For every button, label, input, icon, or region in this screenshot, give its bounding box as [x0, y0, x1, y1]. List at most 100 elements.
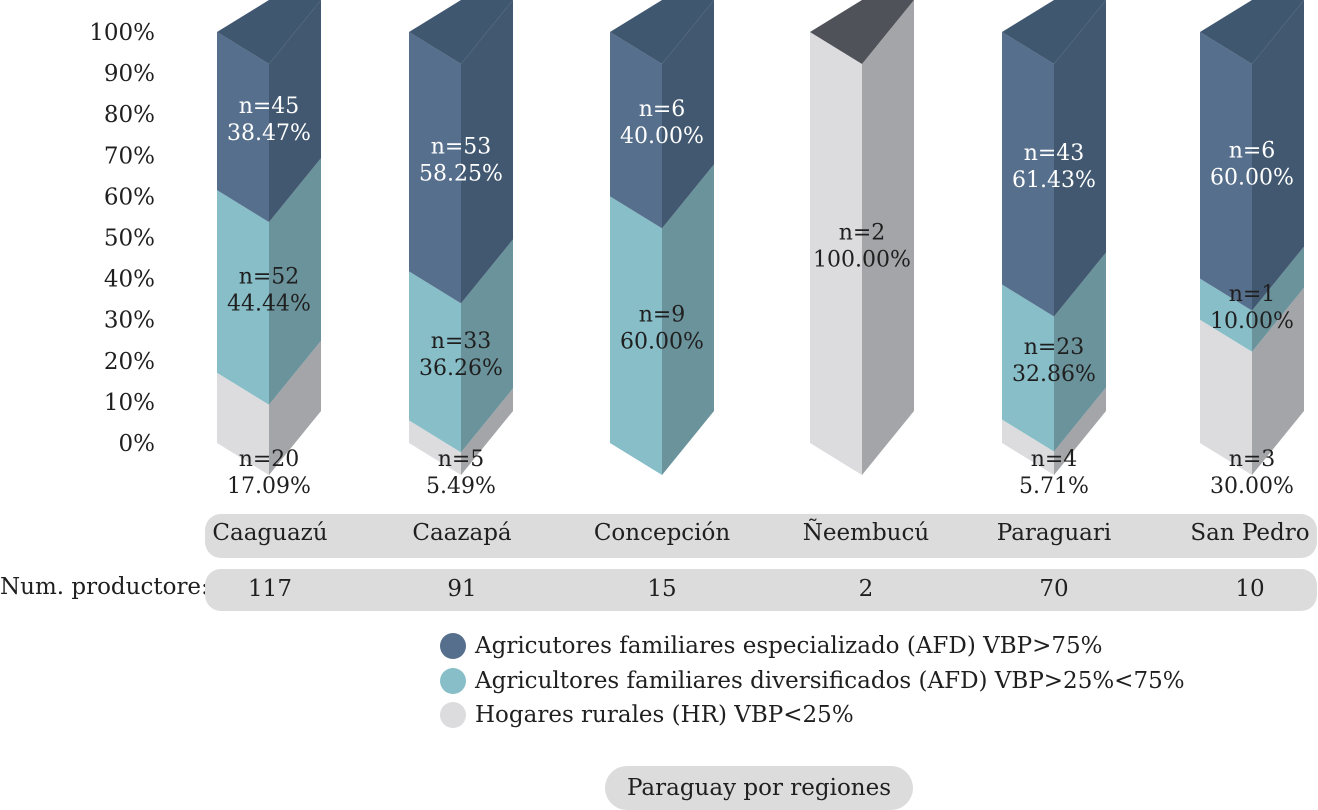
- bar-side-san-pedro-hr: [1252, 287, 1304, 475]
- count-paraguari: 70: [1039, 576, 1069, 602]
- y-tick-label: 40%: [104, 267, 155, 293]
- bar-side-caaguazu-afd_div: [269, 158, 321, 405]
- bar-top-caaguazu: [217, 0, 321, 64]
- y-tick-label: 0%: [119, 431, 156, 457]
- bar-side-concepcion-afd_div: [662, 164, 714, 475]
- data-label-paraguari-afd_div-pct: 32.86%: [1012, 362, 1096, 387]
- data-label-caazapa-afd_esp-n: n=53: [431, 135, 492, 160]
- bar-face-caaguazu-afd_div: [217, 190, 269, 405]
- data-label-neembucu-hr-pct: 100.00%: [813, 248, 911, 273]
- y-tick-label: 10%: [104, 390, 155, 416]
- stacked-bar-chart: 0% 10% 20% 30% 40% 50% 60% 70% 80% 90% 100% n=2017.…: [89, 0, 1304, 499]
- data-label-san-pedro-afd_div-pct: 10.00%: [1210, 309, 1294, 334]
- count-bar: [205, 569, 1317, 611]
- data-label-paraguari-afd_esp-pct: 61.43%: [1012, 168, 1096, 193]
- bar-face-caaguazu-afd_esp: [217, 32, 269, 223]
- bar-side-caazapa-hr: [461, 388, 513, 475]
- data-label-caaguazu-afd_esp-pct: 38.47%: [227, 121, 311, 146]
- bar-face-caazapa-hr: [409, 420, 461, 475]
- y-tick-label: 70%: [104, 143, 155, 169]
- y-tick-label: 90%: [104, 61, 155, 87]
- data-label-caaguazu-afd_div-n: n=52: [239, 264, 300, 289]
- bar-face-concepcion-afd_esp: [610, 32, 662, 229]
- legend-item-diversificado: Agricultores familiares diversificados (…: [440, 666, 1185, 696]
- bar-side-caaguazu-hr: [269, 340, 321, 475]
- data-label-caaguazu-hr-n: n=20: [239, 447, 300, 472]
- data-label-caazapa-afd_div-pct: 36.26%: [419, 356, 503, 381]
- region-label-neembucu: Ñeembucú: [802, 520, 930, 546]
- data-label-paraguari-hr-pct: 5.71%: [1019, 474, 1089, 499]
- bar-side-caaguazu-afd_esp: [269, 0, 321, 223]
- bar-side-neembucu-hr: [862, 0, 914, 475]
- legend-label-diversificado: Agricultores familiares diversificados (…: [475, 668, 1185, 694]
- data-label-san-pedro-afd_esp-pct: 60.00%: [1210, 165, 1294, 190]
- data-label-concepcion-afd_esp-pct: 40.00%: [620, 124, 704, 149]
- legend-item-especializado: Agricutores familiares especializado (AF…: [440, 631, 1103, 661]
- count-caazapa: 91: [447, 576, 477, 602]
- data-label-caaguazu-hr-pct: 17.09%: [227, 474, 311, 499]
- footer-label: Paraguay por regiones: [605, 766, 913, 810]
- y-tick-label: 60%: [104, 184, 155, 210]
- legend-swatch-diversificado: [440, 668, 466, 694]
- data-label-neembucu-hr-n: n=2: [839, 221, 886, 246]
- data-label-caaguazu-afd_div-pct: 44.44%: [227, 291, 311, 316]
- bar-face-paraguari-afd_esp: [1002, 32, 1054, 317]
- bar-top-paraguari: [1002, 0, 1106, 64]
- bar-face-san-pedro-afd_esp: [1200, 32, 1252, 311]
- count-neembucu: 2: [858, 576, 874, 602]
- legend-label-especializado: Agricutores familiares especializado (AF…: [475, 633, 1103, 659]
- data-label-paraguari-hr-n: n=4: [1031, 447, 1078, 472]
- bar-face-caazapa-afd_div: [409, 271, 461, 453]
- y-tick-label: 30%: [104, 308, 155, 334]
- y-tick-label: 80%: [104, 102, 155, 128]
- data-label-san-pedro-hr-pct: 30.00%: [1210, 474, 1294, 499]
- bar-top-san-pedro: [1200, 0, 1304, 64]
- legend-swatch-hogares: [440, 702, 466, 728]
- count-concepcion: 15: [647, 576, 677, 602]
- data-label-paraguari-afd_div-n: n=23: [1024, 335, 1085, 360]
- region-label-caazapa: Caazapá: [412, 520, 512, 546]
- count-san-pedro: 10: [1235, 576, 1265, 602]
- bar-top-caazapa: [409, 0, 513, 64]
- region-label-san-pedro: San Pedro: [1190, 520, 1310, 546]
- bar-side-san-pedro-afd_div: [1252, 246, 1304, 352]
- bar-face-paraguari-afd_div: [1002, 284, 1054, 452]
- bar-face-concepcion-afd_div: [610, 196, 662, 475]
- legend-label-hogares: Hogares rurales (HR) VBP<25%: [475, 702, 854, 728]
- bar-face-caazapa-afd_esp: [409, 32, 461, 304]
- y-tick-label: 20%: [104, 349, 155, 375]
- region-label-caaguazu: Caaguazú: [212, 520, 328, 546]
- y-tick-label: 50%: [104, 226, 155, 252]
- bar-face-san-pedro-hr: [1200, 319, 1252, 475]
- data-label-concepcion-afd_div-pct: 60.00%: [620, 330, 704, 355]
- bar-face-neembucu-hr: [810, 32, 862, 475]
- bar-side-paraguari-afd_div: [1054, 252, 1106, 452]
- data-label-caazapa-hr-n: n=5: [438, 447, 485, 472]
- bar-top-concepcion: [610, 0, 714, 64]
- bar-side-caazapa-afd_div: [461, 239, 513, 453]
- region-label-paraguari: Paraguari: [996, 520, 1112, 546]
- legend-item-hogares: Hogares rurales (HR) VBP<25%: [440, 700, 854, 730]
- data-label-san-pedro-afd_div-n: n=1: [1229, 282, 1276, 307]
- bar-side-caazapa-afd_esp: [461, 0, 513, 304]
- data-label-caazapa-afd_div-n: n=33: [431, 329, 492, 354]
- bar-face-san-pedro-afd_div: [1200, 278, 1252, 352]
- bar-face-paraguari-hr: [1002, 419, 1054, 475]
- bar-side-paraguari-hr: [1054, 387, 1106, 475]
- bar-top-neembucu: [810, 0, 914, 64]
- data-label-caaguazu-afd_esp-n: n=45: [239, 94, 300, 119]
- data-label-san-pedro-hr-n: n=3: [1229, 447, 1276, 472]
- bar-side-concepcion-afd_esp: [662, 0, 714, 229]
- data-label-caazapa-afd_esp-pct: 58.25%: [419, 162, 503, 187]
- bar-face-caaguazu-hr: [217, 372, 269, 475]
- region-label-concepcion: Concepción: [593, 520, 731, 546]
- count-caaguazu: 117: [248, 576, 292, 602]
- region-bar: [205, 514, 1317, 558]
- data-label-paraguari-afd_esp-n: n=43: [1024, 141, 1085, 166]
- data-label-concepcion-afd_div-n: n=9: [639, 303, 686, 328]
- data-label-concepcion-afd_esp-n: n=6: [639, 97, 686, 122]
- num-productores-label: Num. productore:: [0, 574, 209, 600]
- bar-side-paraguari-afd_esp: [1054, 0, 1106, 317]
- y-tick-label: 100%: [89, 20, 155, 46]
- legend-swatch-especializado: [440, 633, 466, 659]
